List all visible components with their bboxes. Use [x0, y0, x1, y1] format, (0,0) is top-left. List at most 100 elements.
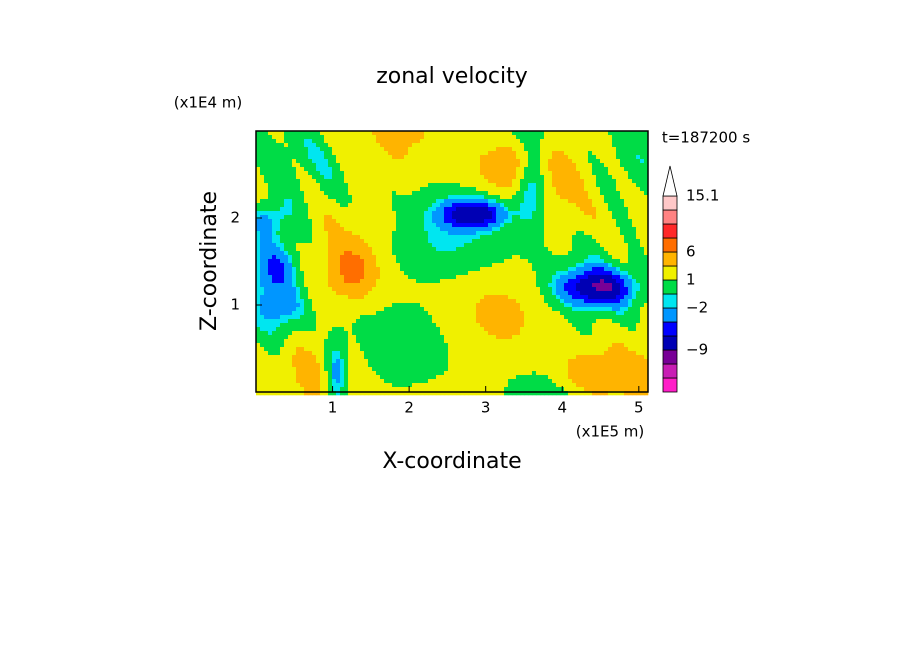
contour-cell — [356, 323, 361, 328]
contour-cell — [448, 135, 453, 140]
contour-cell — [436, 231, 441, 236]
contour-cell — [576, 267, 581, 272]
contour-cell — [456, 171, 461, 176]
contour-cell — [508, 323, 513, 328]
contour-cell — [320, 167, 325, 172]
contour-cell — [368, 323, 373, 328]
contour-cell — [384, 263, 389, 268]
contour-cell — [536, 307, 541, 312]
contour-cell — [376, 307, 381, 312]
contour-cell — [292, 239, 297, 244]
contour-cell — [536, 287, 541, 292]
contour-cell — [480, 267, 485, 272]
contour-cell — [588, 131, 593, 136]
contour-cell — [532, 231, 537, 236]
contour-cell — [548, 283, 553, 288]
contour-cell — [624, 163, 629, 168]
contour-cell — [288, 151, 293, 156]
contour-cell — [588, 315, 593, 320]
contour-cell — [304, 235, 309, 240]
contour-cell — [268, 251, 273, 256]
contour-cell — [304, 315, 309, 320]
contour-cell — [508, 247, 513, 252]
contour-cell — [464, 267, 469, 272]
contour-cell — [372, 179, 377, 184]
contour-cell — [636, 203, 641, 208]
contour-cell — [404, 195, 409, 200]
contour-cell — [284, 323, 289, 328]
contour-cell — [476, 191, 481, 196]
contour-cell — [528, 283, 533, 288]
contour-cell — [588, 327, 593, 332]
contour-cell — [604, 251, 609, 256]
contour-cell — [472, 283, 477, 288]
contour-cell — [304, 219, 309, 224]
contour-cell — [376, 135, 381, 140]
contour-cell — [276, 187, 281, 192]
contour-cell — [596, 147, 601, 152]
contour-cell — [568, 199, 573, 204]
contour-cell — [400, 155, 405, 160]
contour-cell — [368, 175, 373, 180]
contour-cell — [396, 231, 401, 236]
contour-cell — [536, 223, 541, 228]
contour-cell — [640, 159, 645, 164]
contour-cell — [292, 283, 297, 288]
contour-cell — [304, 267, 309, 272]
contour-cell — [284, 159, 289, 164]
contour-cell — [444, 263, 449, 268]
contour-cell — [552, 167, 557, 172]
contour-cell — [440, 147, 445, 152]
contour-cell — [468, 135, 473, 140]
contour-cell — [316, 171, 321, 176]
contour-cell — [468, 247, 473, 252]
contour-cell — [440, 183, 445, 188]
contour-cell — [636, 143, 641, 148]
contour-cell — [260, 167, 265, 172]
contour-cell — [572, 143, 577, 148]
contour-cell — [588, 271, 593, 276]
contour-cell — [496, 211, 501, 216]
contour-cell — [604, 283, 609, 288]
contour-cell — [264, 135, 269, 140]
contour-cell — [476, 163, 481, 168]
contour-cell — [548, 235, 553, 240]
contour-cell — [548, 179, 553, 184]
contour-cell — [632, 255, 637, 260]
contour-cell — [452, 243, 457, 248]
contour-cell — [556, 215, 561, 220]
contour-cell — [296, 239, 301, 244]
contour-cell — [360, 143, 365, 148]
contour-cell — [484, 219, 489, 224]
contour-cell — [592, 331, 597, 336]
contour-cell — [444, 151, 449, 156]
contour-cell — [272, 315, 277, 320]
contour-cell — [464, 291, 469, 296]
contour-cell — [456, 151, 461, 156]
contour-cell — [348, 243, 353, 248]
contour-cell — [280, 207, 285, 212]
contour-cell — [560, 331, 565, 336]
contour-cell — [324, 291, 329, 296]
contour-cell — [612, 131, 617, 136]
contour-cell — [572, 227, 577, 232]
contour-cell — [576, 179, 581, 184]
contour-cell — [412, 227, 417, 232]
contour-cell — [324, 179, 329, 184]
contour-cell — [404, 243, 409, 248]
contour-cell — [532, 227, 537, 232]
contour-cell — [308, 223, 313, 228]
contour-cell — [408, 259, 413, 264]
contour-cell — [564, 327, 569, 332]
contour-cell — [432, 247, 437, 252]
contour-cell — [388, 179, 393, 184]
contour-cell — [408, 267, 413, 272]
contour-cell — [412, 275, 417, 280]
contour-cell — [280, 159, 285, 164]
contour-cell — [388, 263, 393, 268]
contour-cell — [504, 311, 509, 316]
contour-cell — [492, 227, 497, 232]
contour-cell — [548, 255, 553, 260]
contour-cell — [504, 195, 509, 200]
contour-cell — [624, 287, 629, 292]
